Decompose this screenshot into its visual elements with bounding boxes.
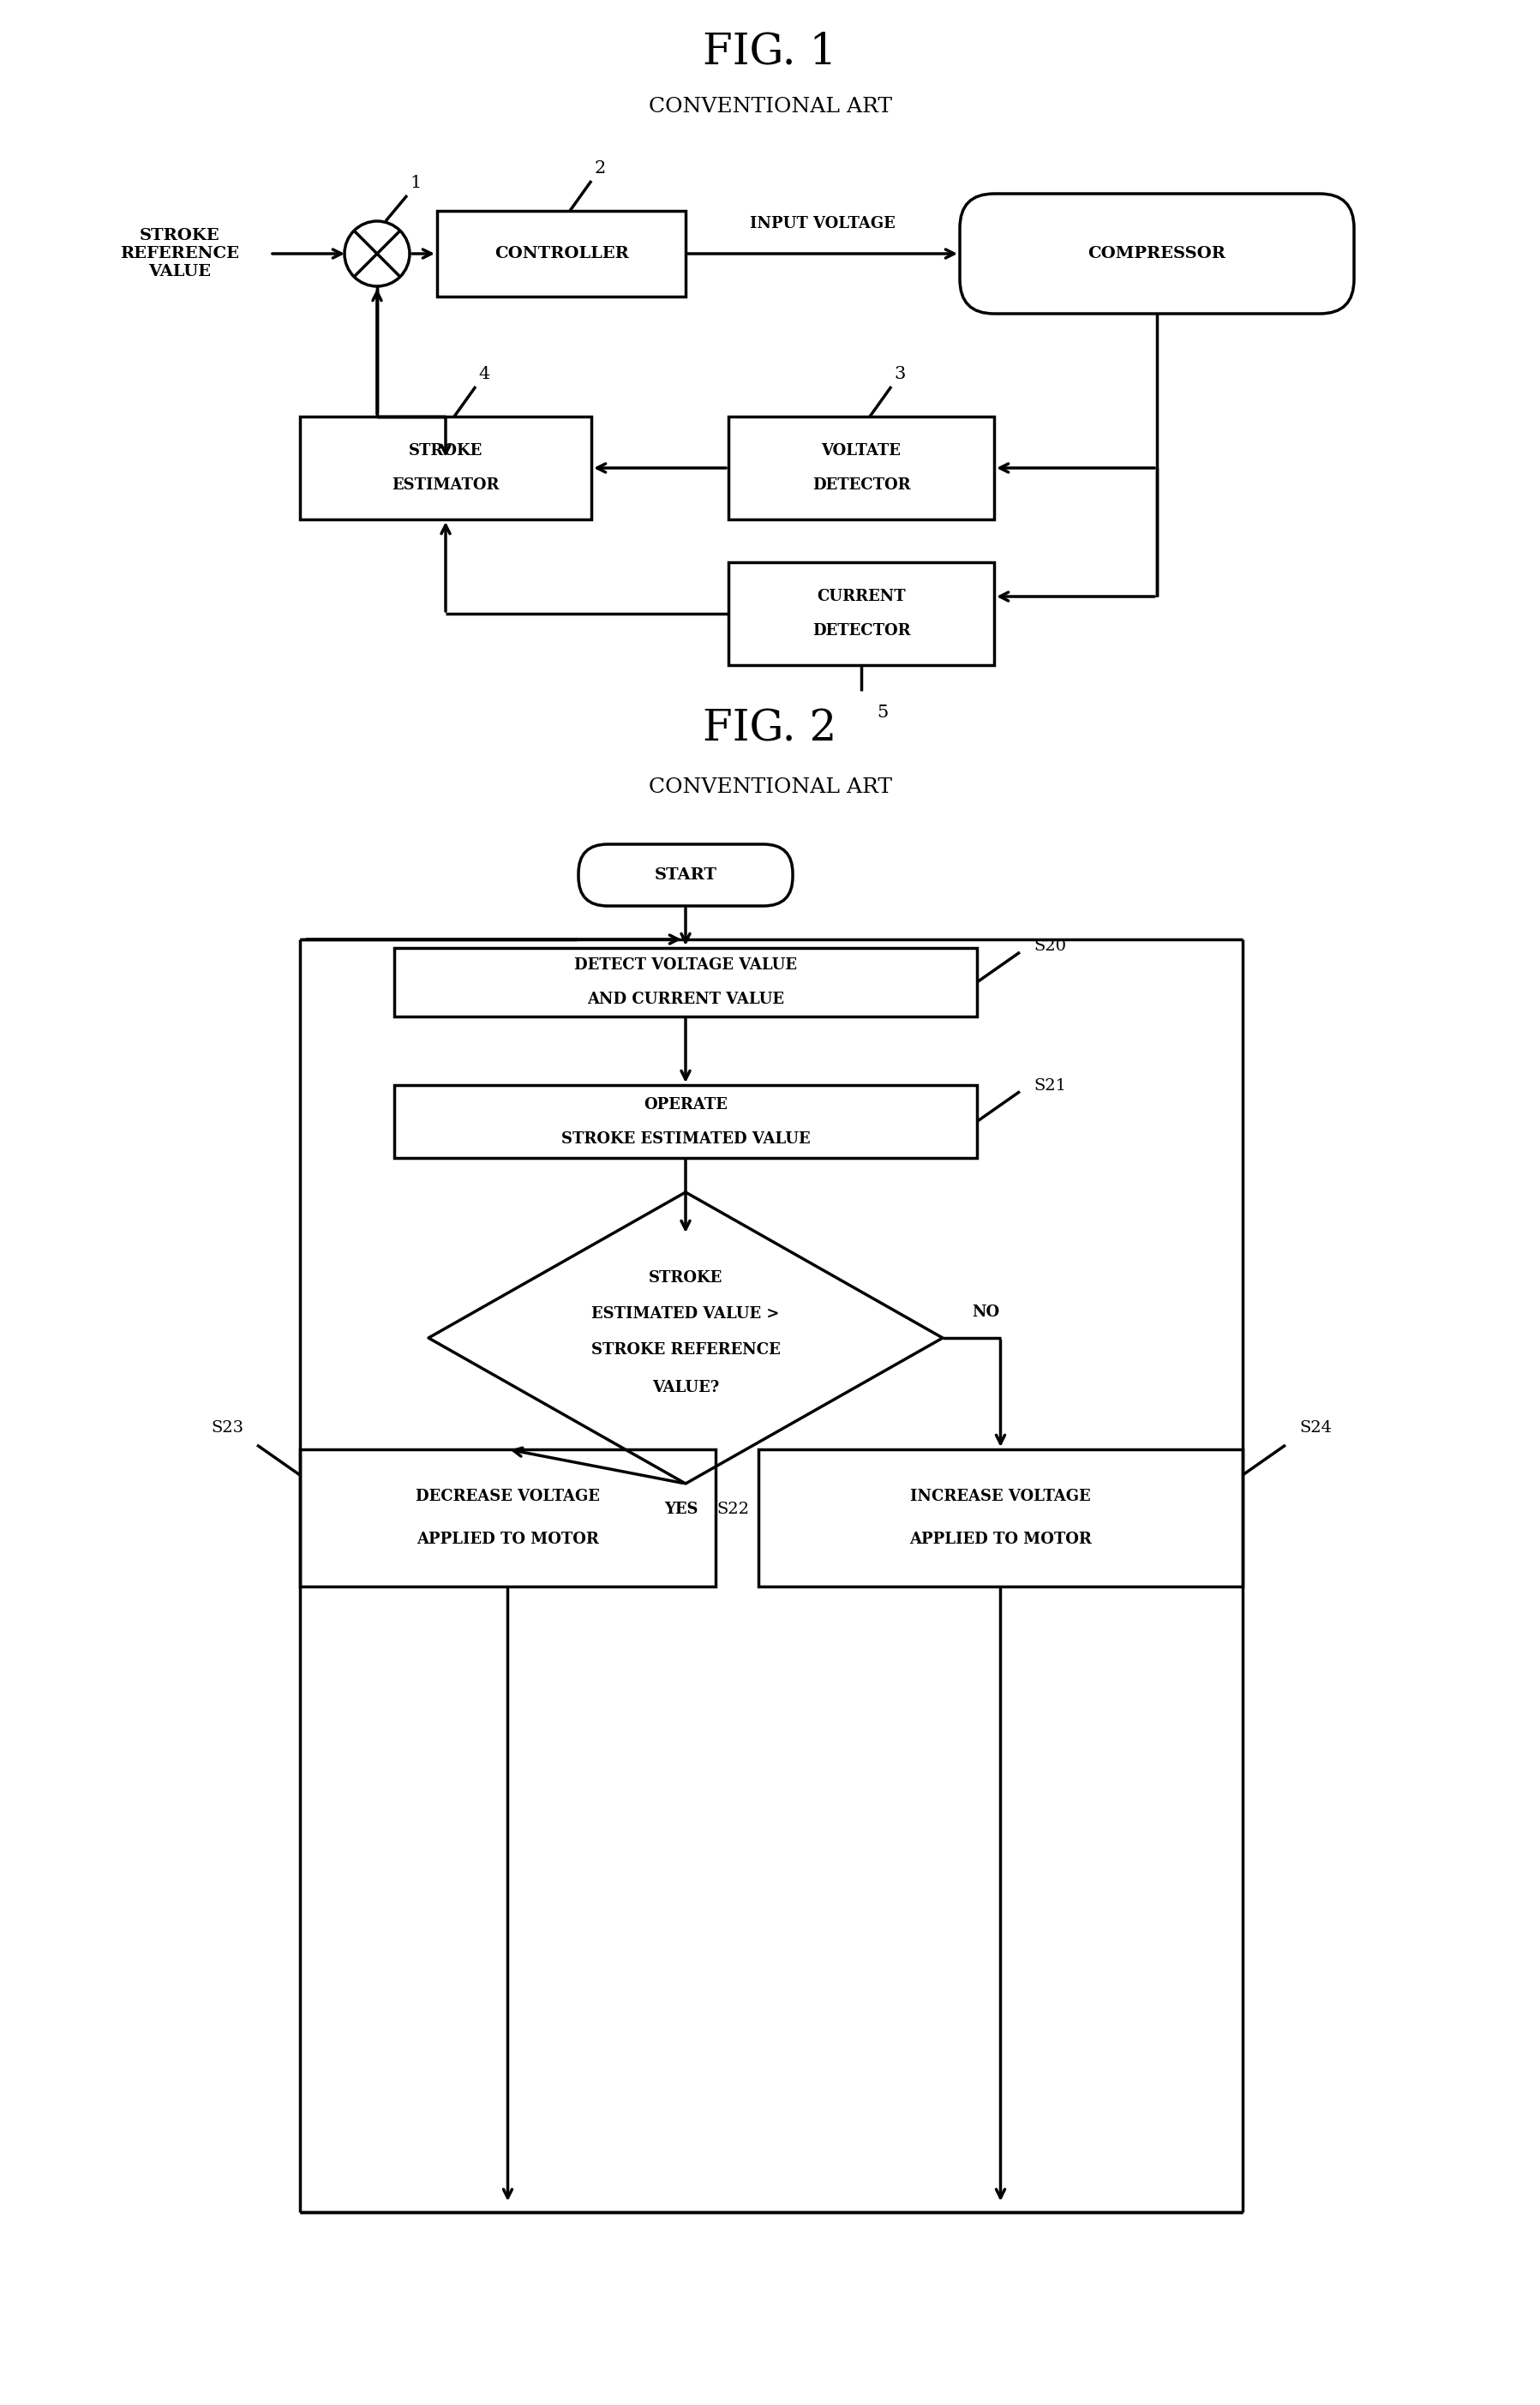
Text: DETECTOR: DETECTOR [812,623,910,640]
Text: CONVENTIONAL ART: CONVENTIONAL ART [648,777,892,796]
Text: CURRENT: CURRENT [816,589,906,604]
Polygon shape [428,1193,942,1484]
Text: START: START [654,868,716,883]
Text: 3: 3 [895,366,906,382]
Bar [300,1450,716,1587]
Text: NO: NO [972,1304,999,1320]
FancyBboxPatch shape [959,195,1354,313]
Text: S20: S20 [1033,938,1066,955]
Text: STROKE ESTIMATED VALUE: STROKE ESTIMATED VALUE [561,1130,810,1147]
Text: STROKE: STROKE [408,443,482,459]
Text: DECREASE VOLTAGE: DECREASE VOLTAGE [416,1489,601,1503]
Text: VOLTATE: VOLTATE [821,443,901,459]
Bar [728,416,995,519]
Bar [394,1085,976,1157]
Bar [758,1450,1243,1587]
Text: STROKE
REFERENCE
VALUE: STROKE REFERENCE VALUE [120,228,240,279]
Text: CONTROLLER: CONTROLLER [494,245,628,262]
Text: INCREASE VOLTAGE: INCREASE VOLTAGE [910,1489,1090,1503]
Bar [300,416,591,519]
Text: ESTIMATOR: ESTIMATOR [391,479,499,493]
Text: STROKE REFERENCE: STROKE REFERENCE [591,1342,781,1359]
Text: OPERATE: OPERATE [644,1097,727,1111]
Text: 4: 4 [479,366,490,382]
Text: S22: S22 [716,1501,748,1518]
Text: APPLIED TO MOTOR: APPLIED TO MOTOR [416,1532,599,1546]
Text: DETECTOR: DETECTOR [812,479,910,493]
Bar [437,212,685,296]
Text: FIG. 2: FIG. 2 [704,707,836,750]
Bar [728,563,995,666]
Text: ESTIMATED VALUE >: ESTIMATED VALUE > [591,1306,779,1323]
Text: APPLIED TO MOTOR: APPLIED TO MOTOR [909,1532,1092,1546]
Text: YES: YES [664,1501,698,1518]
Text: S23: S23 [211,1421,243,1436]
Bar [394,948,976,1017]
Text: CONVENTIONAL ART: CONVENTIONAL ART [648,96,892,115]
Text: S21: S21 [1033,1077,1066,1094]
Text: INPUT VOLTAGE: INPUT VOLTAGE [750,216,895,231]
Text: 5: 5 [876,705,889,722]
Text: 1: 1 [410,176,422,190]
Text: FIG. 1: FIG. 1 [702,31,838,75]
Text: 2: 2 [594,159,605,176]
Text: DETECT VOLTAGE VALUE: DETECT VOLTAGE VALUE [574,957,798,972]
Text: STROKE: STROKE [648,1270,722,1287]
Text: VALUE?: VALUE? [651,1380,719,1395]
Text: COMPRESSOR: COMPRESSOR [1087,245,1226,262]
FancyBboxPatch shape [579,844,793,907]
Text: S24: S24 [1300,1421,1332,1436]
Text: AND CURRENT VALUE: AND CURRENT VALUE [587,991,784,1008]
